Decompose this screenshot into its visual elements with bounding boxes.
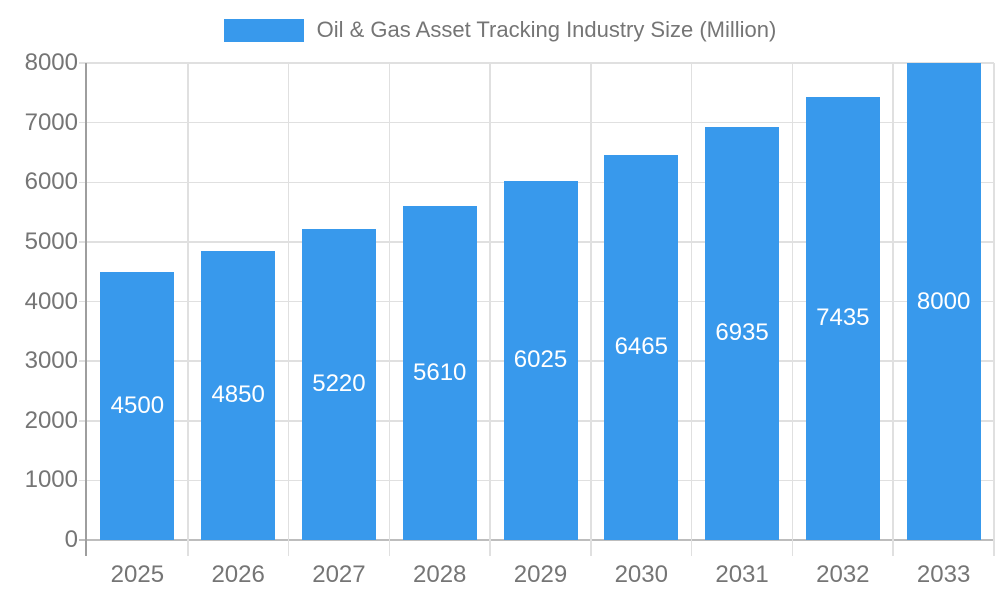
legend-color-swatch (223, 18, 304, 42)
x-tick-label: 2027 (312, 561, 366, 588)
legend-label: Oil & Gas Asset Tracking Industry Size (… (316, 17, 777, 42)
y-tick-label: 8000 (24, 49, 78, 76)
bar-value-label: 7435 (816, 304, 870, 332)
h-gridline (79, 121, 994, 124)
chart-plot-area: 4500 4850 5220 5610 6025 6465 6935 7435 8000 (79, 62, 995, 556)
v-gridline (388, 63, 391, 556)
bar-value-label: 8000 (916, 287, 971, 315)
x-tick-label: 2033 (916, 561, 971, 588)
y-tick-label: 4000 (24, 287, 78, 315)
bar: 5610 (402, 205, 477, 540)
bar: 6465 (604, 154, 679, 540)
bar: 8000 (906, 63, 981, 540)
bar: 7435 (805, 96, 880, 540)
bar-value-label: 4500 (110, 391, 165, 419)
legend: Oil & Gas Asset Tracking Industry Size (… (0, 17, 1000, 43)
y-tick-label: 1000 (24, 466, 78, 494)
bar: 4500 (100, 271, 175, 540)
y-tick-label: 6000 (24, 168, 78, 196)
bar-value-label: 5220 (312, 370, 366, 398)
y-tick-label: 5000 (24, 227, 78, 255)
bar-value-label: 6935 (715, 319, 769, 347)
v-gridline (892, 63, 894, 556)
v-gridline (690, 63, 693, 556)
bar: 4850 (201, 250, 276, 540)
y-axis-line (85, 63, 87, 556)
x-tick-label: 2031 (715, 561, 769, 588)
y-tick-label: 3000 (24, 347, 78, 375)
y-tick-label: 2000 (24, 406, 78, 434)
v-gridline (993, 63, 995, 556)
x-tick-label: 2032 (816, 561, 870, 588)
x-tick-label: 2030 (614, 561, 668, 588)
bar: 6025 (503, 180, 578, 540)
v-gridline (590, 63, 592, 556)
h-gridline (79, 539, 994, 541)
bar-value-label: 4850 (211, 381, 265, 409)
bar-value-label: 5610 (413, 358, 467, 386)
v-gridline (287, 63, 290, 556)
v-gridline (489, 63, 491, 556)
y-tick-label: 7000 (24, 108, 78, 136)
bar-value-label: 6025 (513, 346, 568, 374)
x-tick-label: 2026 (211, 561, 265, 588)
v-gridline (791, 63, 794, 556)
bar: 5220 (301, 228, 376, 540)
y-tick-label: 0 (64, 526, 78, 553)
legend-item[interactable]: Oil & Gas Asset Tracking Industry Size (… (223, 17, 777, 43)
h-gridline (79, 62, 994, 64)
x-tick-label: 2025 (110, 561, 165, 588)
bar-value-label: 6465 (614, 333, 668, 361)
x-tick-label: 2029 (513, 561, 568, 588)
bar: 6935 (705, 126, 780, 540)
v-gridline (187, 63, 189, 556)
x-tick-label: 2028 (413, 561, 467, 588)
